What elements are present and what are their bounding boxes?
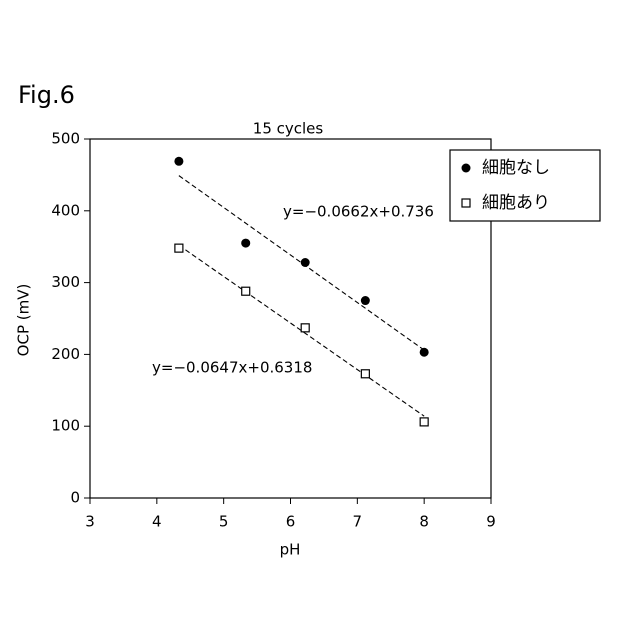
- chart: Fig.6 15 cycles pH OCP (mV) 3 4 5 6 7 8 9 0 100 2…: [0, 0, 640, 640]
- x-axis-label: pH: [280, 541, 301, 559]
- data-point: [301, 324, 309, 332]
- y-tick-label: 300: [51, 273, 80, 291]
- data-point: [241, 239, 250, 248]
- data-point: [361, 296, 370, 305]
- y-tick-label: 400: [51, 201, 80, 219]
- data-point: [175, 244, 183, 252]
- figure-label: Fig.6: [18, 81, 75, 109]
- legend-label: 細胞あり: [482, 193, 550, 213]
- data-point: [301, 258, 310, 267]
- x-tick-label: 7: [353, 513, 363, 531]
- y-tick-label: 500: [51, 130, 80, 148]
- y-axis-label: OCP (mV): [15, 284, 33, 357]
- legend-marker: [462, 199, 470, 207]
- data-point: [420, 418, 428, 426]
- plot-frame: [90, 139, 491, 498]
- y-tick-label: 0: [70, 489, 80, 507]
- y-tick-label: 100: [51, 417, 80, 435]
- legend-label: 細胞なし: [482, 158, 550, 178]
- data-point: [361, 370, 369, 378]
- x-tick-label: 6: [286, 513, 296, 531]
- y-tick-label: 200: [51, 345, 80, 363]
- x-tick-label: 3: [85, 513, 95, 531]
- x-tick-label: 4: [152, 513, 162, 531]
- x-tick-label: 9: [486, 513, 496, 531]
- data-point: [420, 348, 429, 357]
- data-point: [174, 157, 183, 166]
- trend-equation: y=−0.0662x+0.736: [283, 203, 434, 221]
- chart-title: 15 cycles: [253, 120, 324, 138]
- x-tick-label: 5: [219, 513, 229, 531]
- data-point: [242, 287, 250, 295]
- x-tick-label: 8: [419, 513, 429, 531]
- legend-marker: [462, 164, 471, 173]
- trend-equation: y=−0.0647x+0.6318: [152, 359, 312, 377]
